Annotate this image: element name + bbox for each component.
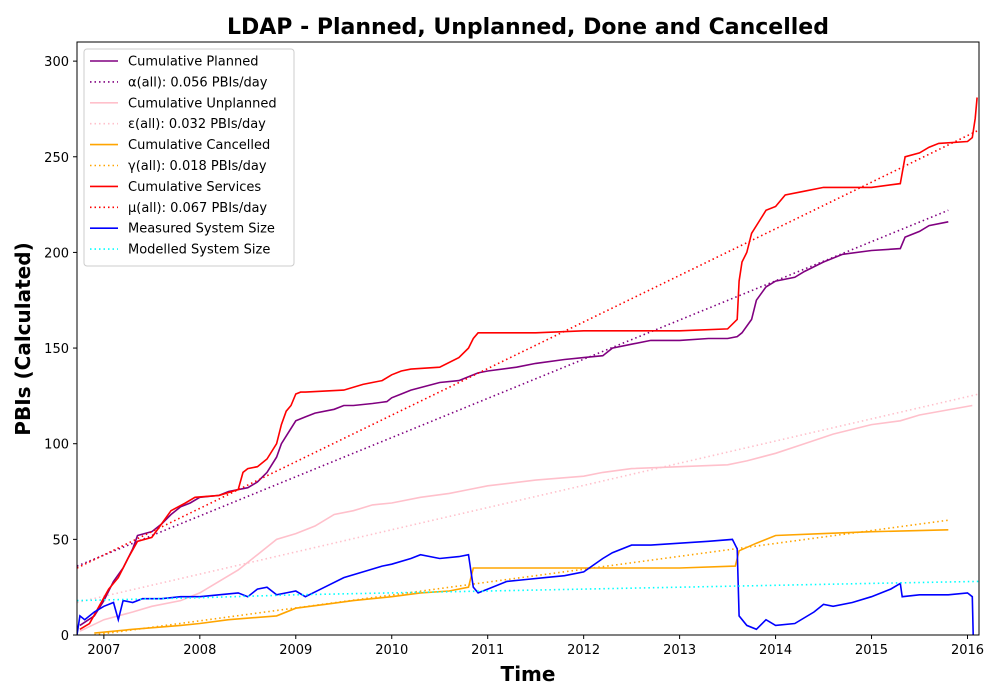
y-tick-label: 150 [44,342,69,357]
y-tick-label: 300 [44,55,69,70]
x-tick-label: 2007 [87,643,120,658]
y-tick-label: 250 [44,151,69,166]
legend-box [83,48,295,267]
legend: Cumulative Planned α(all): 0.056 PBIs/day… [83,48,295,267]
legend-label: α(all): 0.056 PBIs/day [128,75,268,90]
legend-label: Measured System Size [128,222,275,237]
legend-label: μ(all): 0.067 PBIs/day [128,201,267,216]
x-tick-label: 2008 [183,643,216,658]
series-line-3 [79,404,973,632]
series-line-8 [77,129,979,569]
series-layer [77,97,979,635]
series-line-1 [79,221,949,627]
series-line-9 [77,538,974,635]
x-tick-label: 2014 [759,643,792,658]
legend-label: Cumulative Cancelled [128,138,270,153]
series-line-7 [79,97,978,630]
x-tick-label: 2009 [279,643,312,658]
legend-label: γ(all): 0.018 PBIs/day [128,159,267,174]
y-tick-label: 100 [44,438,69,453]
chart-title: LDAP - Planned, Unplanned, Done and Canc… [227,15,829,40]
series-line-2 [77,209,949,567]
x-axis-label: Time [501,662,556,686]
series-line-4 [77,393,979,604]
axes-layer: 2007 2008 2009 2010 2011 2012 2013 2014 2015 2016… [44,55,984,658]
x-tick-label: 2015 [855,643,888,658]
legend-label: Cumulative Unplanned [128,96,277,111]
x-tick-label: 2010 [375,643,408,658]
y-tick-label: 0 [61,629,69,644]
legend-label: Modelled System Size [128,243,270,258]
legend-label: Cumulative Planned [128,55,258,70]
x-tick-label: 2016 [951,643,984,658]
y-tick-label: 200 [44,246,69,261]
legend-label: Cumulative Services [128,180,261,195]
plot-frame [76,41,980,636]
legend-label: ε(all): 0.032 PBIs/day [128,117,266,132]
x-tick-label: 2012 [567,643,600,658]
x-tick-label: 2011 [471,643,504,658]
y-axis-label: PBIs (Calculated) [11,242,35,435]
series-line-5 [94,529,949,634]
x-tick-label: 2013 [663,643,696,658]
y-tick-label: 50 [52,533,69,548]
